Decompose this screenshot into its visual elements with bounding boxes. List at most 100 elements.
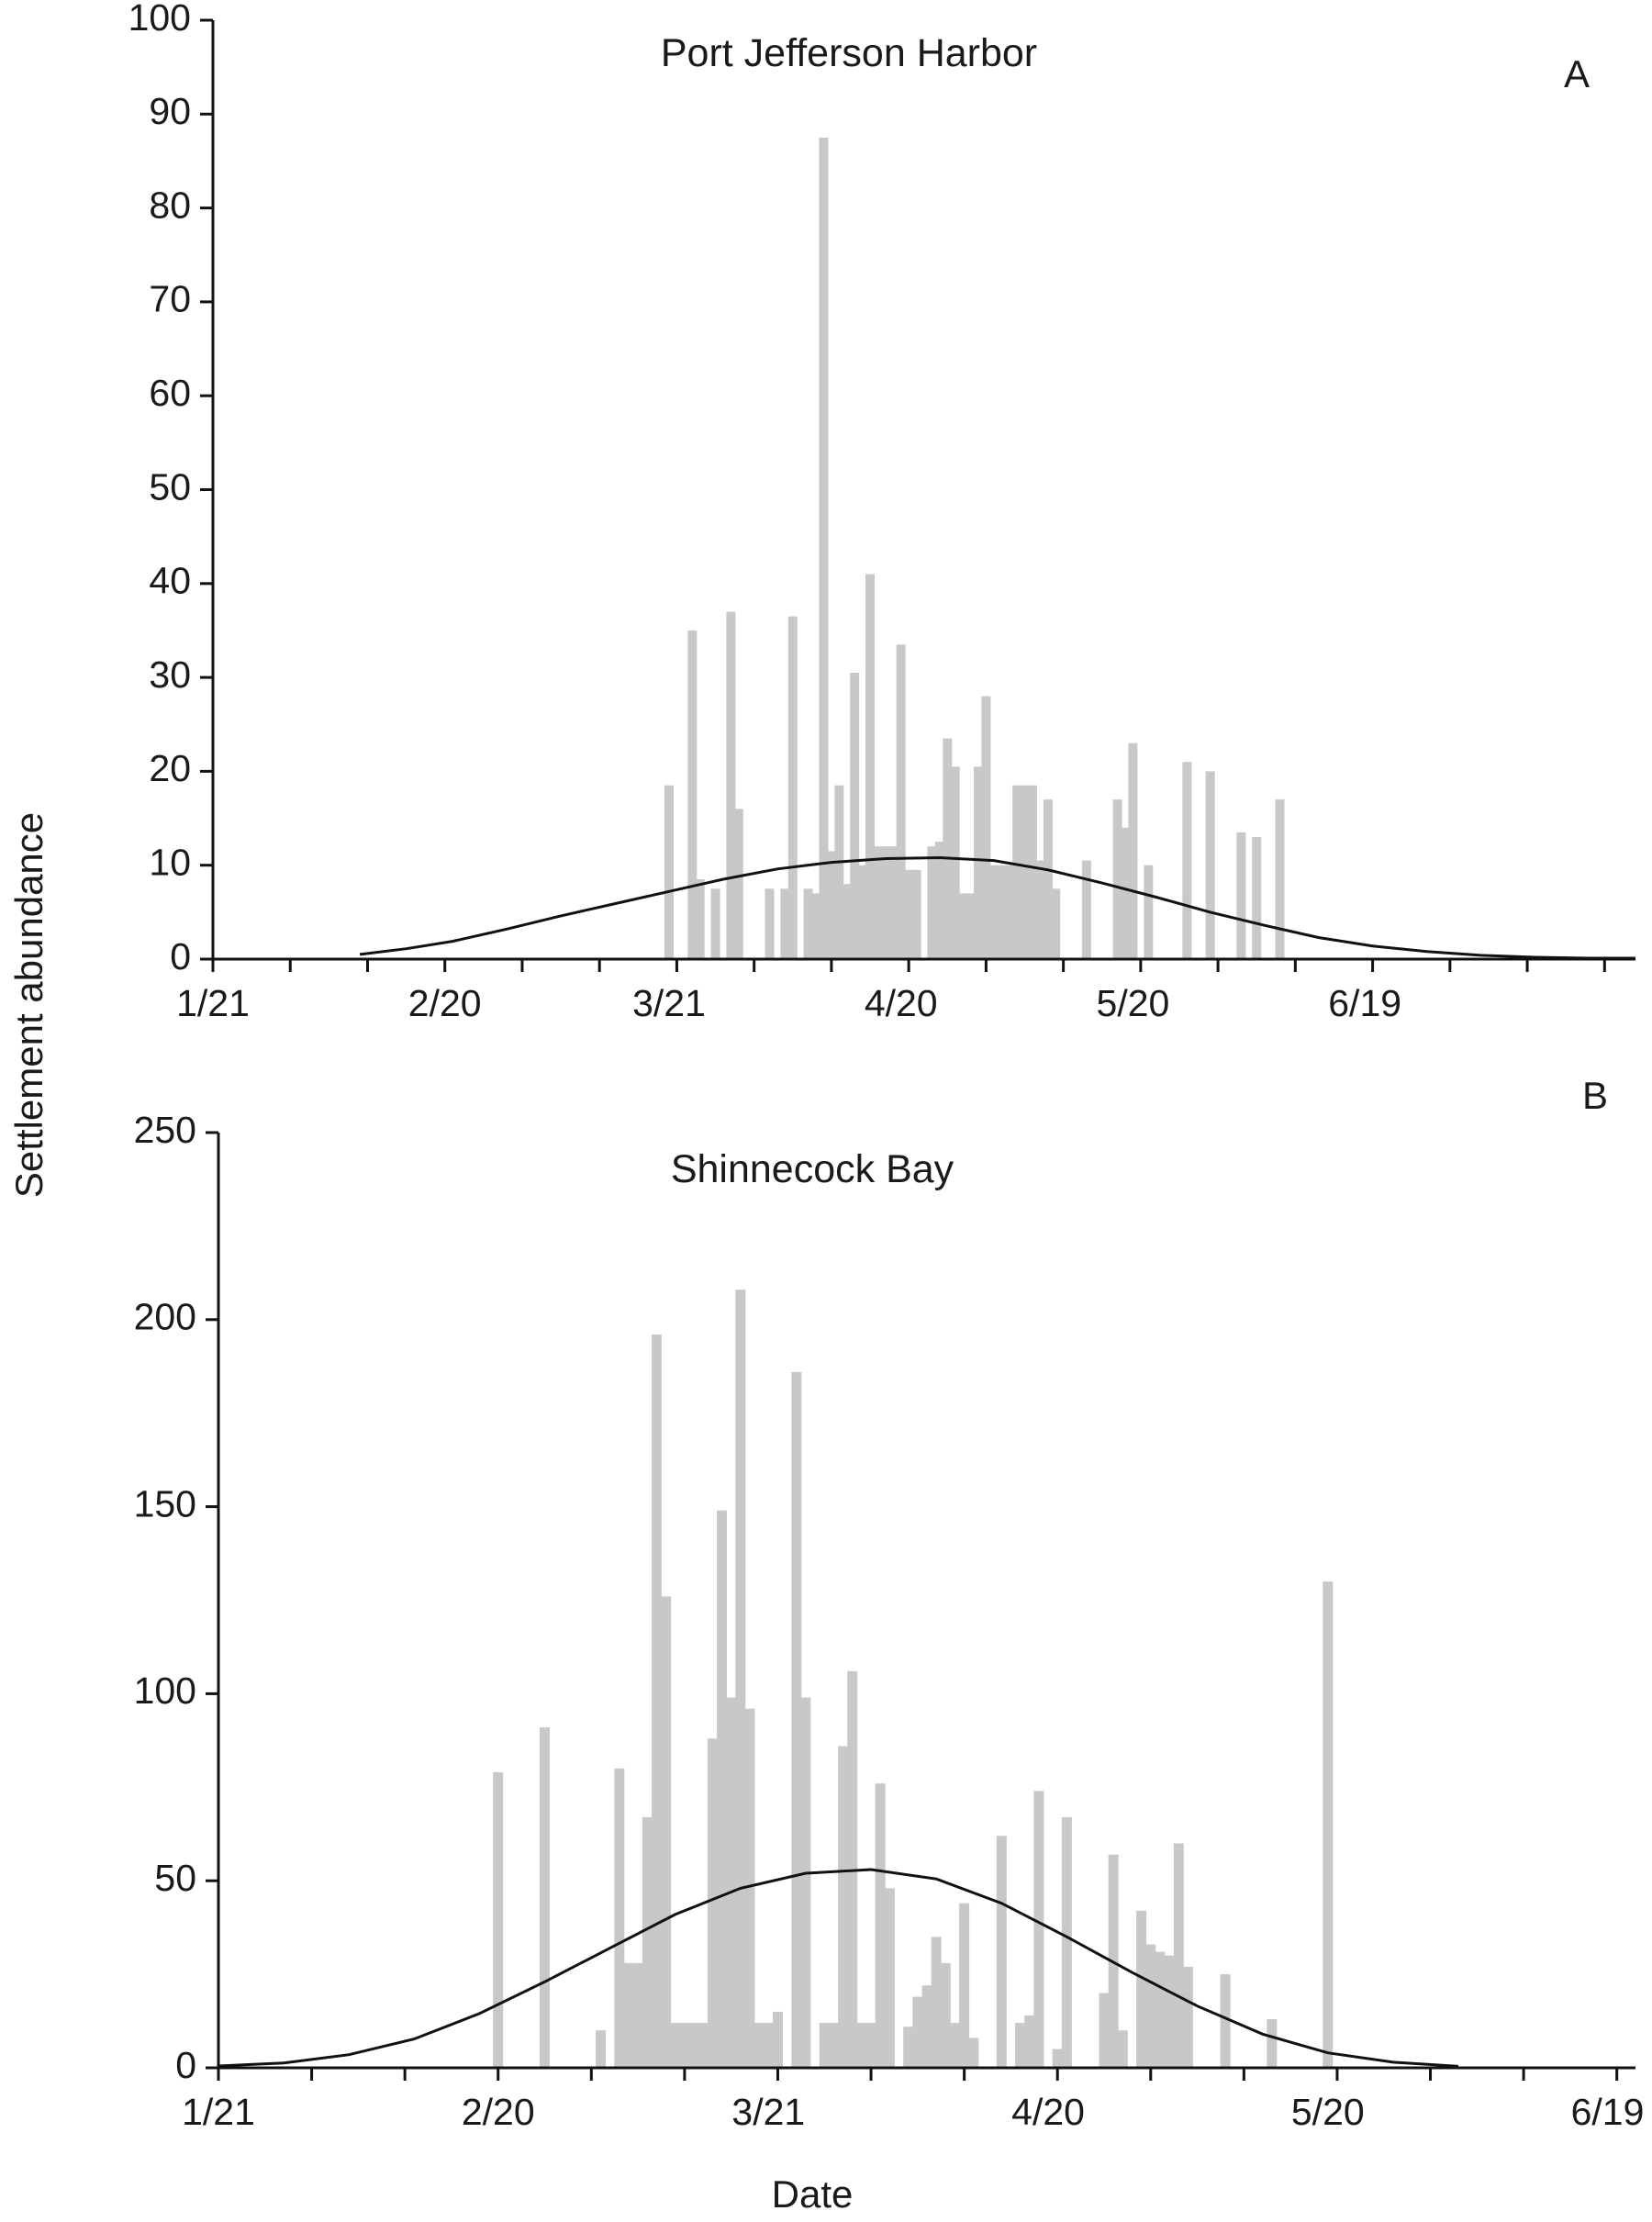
panel-a-bar bbox=[950, 766, 960, 959]
panel-a-x-tick-label: 4/20 bbox=[865, 982, 938, 1024]
panel-a-bar bbox=[1121, 827, 1130, 959]
panel-a-bar bbox=[726, 611, 736, 959]
panel-a-bar bbox=[865, 574, 875, 959]
panel-b-bar bbox=[744, 1708, 755, 2068]
panel-a-bar bbox=[1236, 832, 1246, 959]
panel-b-y-tick-label: 150 bbox=[134, 1482, 196, 1524]
panel-b-bar bbox=[623, 1962, 634, 2068]
panel-a-bar bbox=[664, 785, 674, 959]
panel-b-x-tick-label: 1/21 bbox=[182, 2091, 255, 2133]
panel-b-title: Shinnecock Bay bbox=[671, 1147, 954, 1191]
panel-a-bar bbox=[1020, 785, 1030, 959]
panel-a-bar bbox=[1012, 785, 1022, 959]
x-axis-title: Date bbox=[772, 2172, 854, 2216]
panel-b-bar bbox=[698, 2023, 709, 2068]
panel-b-y-tick-label: 250 bbox=[134, 1109, 196, 1151]
panel-b-bar bbox=[968, 2038, 979, 2068]
panel-b-bar bbox=[828, 2023, 839, 2068]
panel-a: Port Jefferson Harbor A 0 10 20 30 40 50 60 70 8… bbox=[128, 0, 1635, 1024]
panel-b-bar bbox=[950, 2023, 960, 2068]
panel-a-bar bbox=[1128, 743, 1138, 959]
panel-a-title: Port Jefferson Harbor bbox=[661, 31, 1037, 75]
panel-b-x-tick-label: 3/21 bbox=[731, 2091, 805, 2133]
panel-b-bar bbox=[763, 2023, 774, 2068]
panel-a-x-tick-label: 1/21 bbox=[176, 982, 250, 1024]
panel-b-bar bbox=[1173, 1843, 1184, 2068]
panel-b-bar bbox=[1220, 1974, 1231, 2068]
panel-b-bar bbox=[875, 1783, 886, 2068]
panel-a-x-tick-label: 5/20 bbox=[1097, 982, 1170, 1024]
panel-a-bar bbox=[1027, 785, 1037, 959]
panel-b-bar bbox=[1267, 2019, 1278, 2068]
panel-b-x-tick-label: 4/20 bbox=[1011, 2091, 1085, 2133]
panel-b-y-tick-label: 0 bbox=[175, 2044, 196, 2086]
panel-b: Shinnecock Bay B 0 50 100 150 200 250 1/21 2/20… bbox=[134, 1074, 1645, 2133]
panel-a-bar bbox=[857, 865, 867, 959]
panel-b-bar bbox=[540, 1727, 550, 2068]
panel-a-y-tick-label: 80 bbox=[149, 184, 191, 226]
panel-b-bar bbox=[493, 1772, 504, 2068]
panel-b-bar bbox=[688, 2023, 699, 2068]
panel-a-bar bbox=[1051, 888, 1061, 959]
panel-b-letter: B bbox=[1582, 1074, 1608, 1117]
panel-b-bar bbox=[726, 1697, 737, 2068]
panel-a-bar bbox=[819, 137, 829, 959]
panel-a-y-tick-label: 40 bbox=[149, 560, 191, 602]
panel-a-y-tick-label: 90 bbox=[149, 90, 191, 132]
y-axis-title: Settlement abundance bbox=[7, 812, 50, 1198]
panel-a-bar bbox=[934, 842, 944, 959]
panel-a-bar bbox=[811, 893, 821, 959]
panel-b-bar bbox=[865, 2023, 876, 2068]
panel-b-bar bbox=[996, 1836, 1007, 2068]
panel-a-bar bbox=[880, 846, 890, 959]
panel-b-bar bbox=[903, 2027, 914, 2068]
panel-a-y-tick-label: 50 bbox=[149, 465, 191, 508]
panel-a-bar bbox=[710, 888, 720, 959]
panel-b-bar bbox=[735, 1290, 746, 2068]
panel-b-bar bbox=[1136, 1910, 1147, 2068]
panel-a-bar bbox=[911, 869, 921, 959]
panel-a-bar bbox=[997, 865, 1007, 959]
panel-a-bar bbox=[695, 879, 705, 959]
panel-a-y-tick-label: 0 bbox=[170, 935, 191, 977]
panel-a-bar bbox=[966, 893, 976, 959]
panel-a-fitted-curve bbox=[359, 855, 1635, 960]
panel-b-fitted-curve bbox=[218, 1868, 1459, 2068]
panel-a-x-tick-label: 2/20 bbox=[408, 982, 482, 1024]
panel-a-bar bbox=[687, 631, 698, 959]
panel-a-y-tick-label: 10 bbox=[149, 842, 191, 884]
panel-a-bar bbox=[803, 888, 813, 959]
panel-a-bar bbox=[1205, 771, 1215, 959]
panel-b-bar bbox=[884, 1888, 895, 2068]
panel-b-bar bbox=[921, 1985, 932, 2068]
panel-a-bar bbox=[1081, 860, 1091, 959]
panel-b-bar bbox=[819, 2023, 830, 2068]
panel-a-y-tick-label: 20 bbox=[149, 747, 191, 789]
panel-a-bar bbox=[1182, 762, 1192, 959]
panel-b-bar bbox=[642, 1816, 653, 2068]
panel-b-bar bbox=[800, 1697, 811, 2068]
panel-b-bar bbox=[791, 1371, 802, 2068]
panel-b-bars bbox=[493, 1290, 1334, 2068]
panel-a-letter: A bbox=[1564, 52, 1590, 95]
panel-b-bar bbox=[1182, 1966, 1193, 2068]
panel-a-bar bbox=[1043, 799, 1053, 959]
panel-b-bar bbox=[1164, 1955, 1175, 2068]
panel-b-x-tick-label: 5/20 bbox=[1291, 2091, 1365, 2133]
panel-b-bar bbox=[940, 1962, 951, 2068]
panel-b-bar bbox=[959, 1903, 970, 2068]
panel-a-bar bbox=[826, 851, 836, 959]
panel-a-bar bbox=[1035, 860, 1045, 959]
panel-b-bar bbox=[679, 2023, 690, 2068]
panel-b-x-tick-label: 6/19 bbox=[1571, 2091, 1645, 2133]
panel-b-bar bbox=[838, 1746, 849, 2068]
panel-a-bar bbox=[896, 644, 906, 959]
panel-a-bar bbox=[780, 888, 790, 959]
panel-b-bar bbox=[1099, 1993, 1110, 2068]
panel-b-bar bbox=[1061, 1816, 1072, 2068]
panel-b-bar bbox=[1117, 2030, 1128, 2068]
panel-a-x-tick-label: 3/21 bbox=[632, 982, 706, 1024]
panel-a-bar bbox=[873, 846, 883, 959]
panel-a-bar bbox=[974, 766, 983, 959]
panel-b-bar bbox=[614, 1768, 625, 2068]
